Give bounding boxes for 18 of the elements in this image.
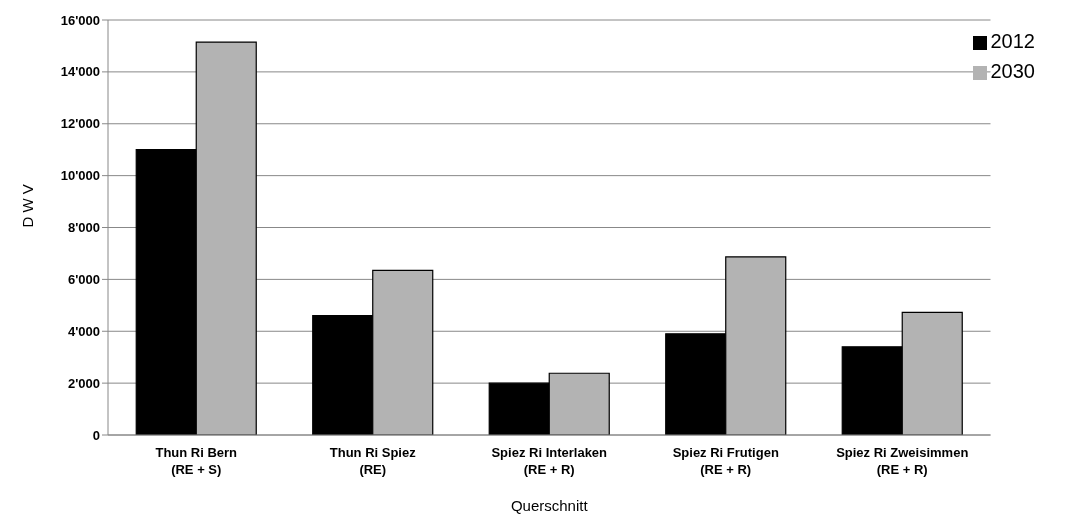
x-tick-label: Spiez Ri Zweisimmen (RE + R)	[836, 445, 969, 477]
y-tick-label: 12'000	[60, 116, 100, 132]
x-tick-label: Thun Ri Spiez (RE)	[329, 445, 417, 477]
y-tick-label: 2'000	[67, 375, 100, 391]
y-tick-label: 4'000	[67, 323, 100, 339]
y-tick-label: 6'000	[67, 271, 100, 287]
y-tick-label: 14'000	[60, 64, 100, 80]
y-tick-label: 16'000	[60, 12, 100, 28]
y-axis-title: D W V	[19, 184, 37, 228]
legend-label: 2030	[990, 60, 1035, 82]
y-tick-label: 8'000	[67, 220, 100, 236]
x-tick-label: Spiez Ri Interlaken (RE + R)	[491, 445, 608, 477]
y-tick-label: 0	[92, 427, 100, 443]
x-tick-label: Spiez Ri Frutigen (RE + R)	[672, 445, 779, 477]
legend-label: 2012	[990, 30, 1035, 52]
x-axis-title: Querschnitt	[510, 497, 589, 514]
y-tick-label: 10'000	[60, 168, 100, 184]
x-tick-label: Thun Ri Bern (RE + S)	[155, 445, 238, 477]
